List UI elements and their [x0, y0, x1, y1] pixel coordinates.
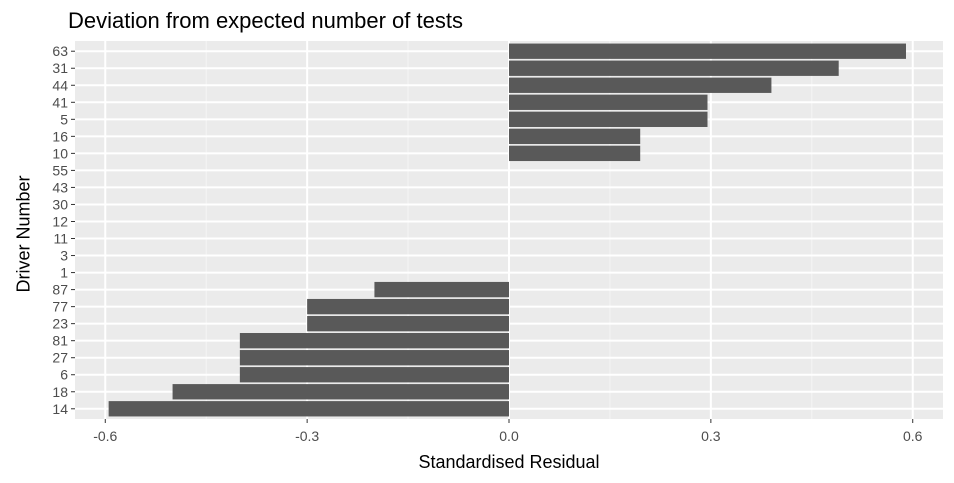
bar-81	[239, 333, 509, 349]
chart-title: Deviation from expected number of tests	[68, 8, 463, 33]
bar-77	[307, 298, 509, 315]
y-tick-label: 3	[60, 248, 68, 264]
bar-87	[374, 281, 509, 298]
y-tick-label: 11	[53, 231, 68, 247]
y-tick-label: 16	[52, 128, 68, 144]
y-tick-label: 87	[52, 282, 68, 298]
bar-5	[509, 111, 708, 127]
bar-27	[239, 350, 509, 366]
bar-6	[239, 367, 509, 383]
x-tick-label: 0.3	[701, 428, 721, 444]
bar-18	[172, 384, 509, 400]
bar-63	[509, 43, 906, 59]
y-tick-label: 27	[52, 350, 68, 366]
y-tick-label: 81	[52, 333, 68, 349]
bar-10	[509, 145, 641, 162]
y-tick-label: 77	[52, 299, 68, 315]
bar-31	[509, 60, 839, 76]
y-tick-label: 55	[52, 162, 68, 178]
x-tick-label: -0.3	[295, 428, 319, 444]
y-axis-title: Driver Number	[13, 175, 34, 293]
bar-14	[108, 401, 510, 417]
y-tick-label: 18	[52, 384, 68, 400]
bar-23	[307, 315, 509, 332]
y-tick-label: 10	[52, 145, 68, 161]
y-tick-label: 30	[52, 196, 68, 212]
x-tick-label: -0.6	[93, 428, 117, 444]
x-axis-title: Standardised Residual	[418, 452, 600, 472]
bar-16	[509, 128, 641, 145]
y-tick-label: 31	[52, 60, 68, 76]
y-tick-label: 1	[60, 265, 68, 281]
y-tick-label: 23	[52, 316, 68, 332]
bar-44	[509, 77, 772, 93]
y-tick-label: 43	[52, 179, 68, 195]
y-tick-label: 41	[52, 94, 68, 110]
x-tick-label: 0.6	[903, 428, 923, 444]
bar-41	[509, 94, 708, 110]
x-tick-label: 0.0	[499, 428, 519, 444]
y-tick-label: 5	[60, 111, 68, 127]
y-tick-label: 63	[52, 43, 68, 59]
y-tick-label: 6	[60, 367, 68, 383]
y-tick-label: 44	[52, 77, 68, 93]
y-tick-label: 14	[52, 401, 68, 417]
y-tick-label: 12	[52, 213, 68, 229]
